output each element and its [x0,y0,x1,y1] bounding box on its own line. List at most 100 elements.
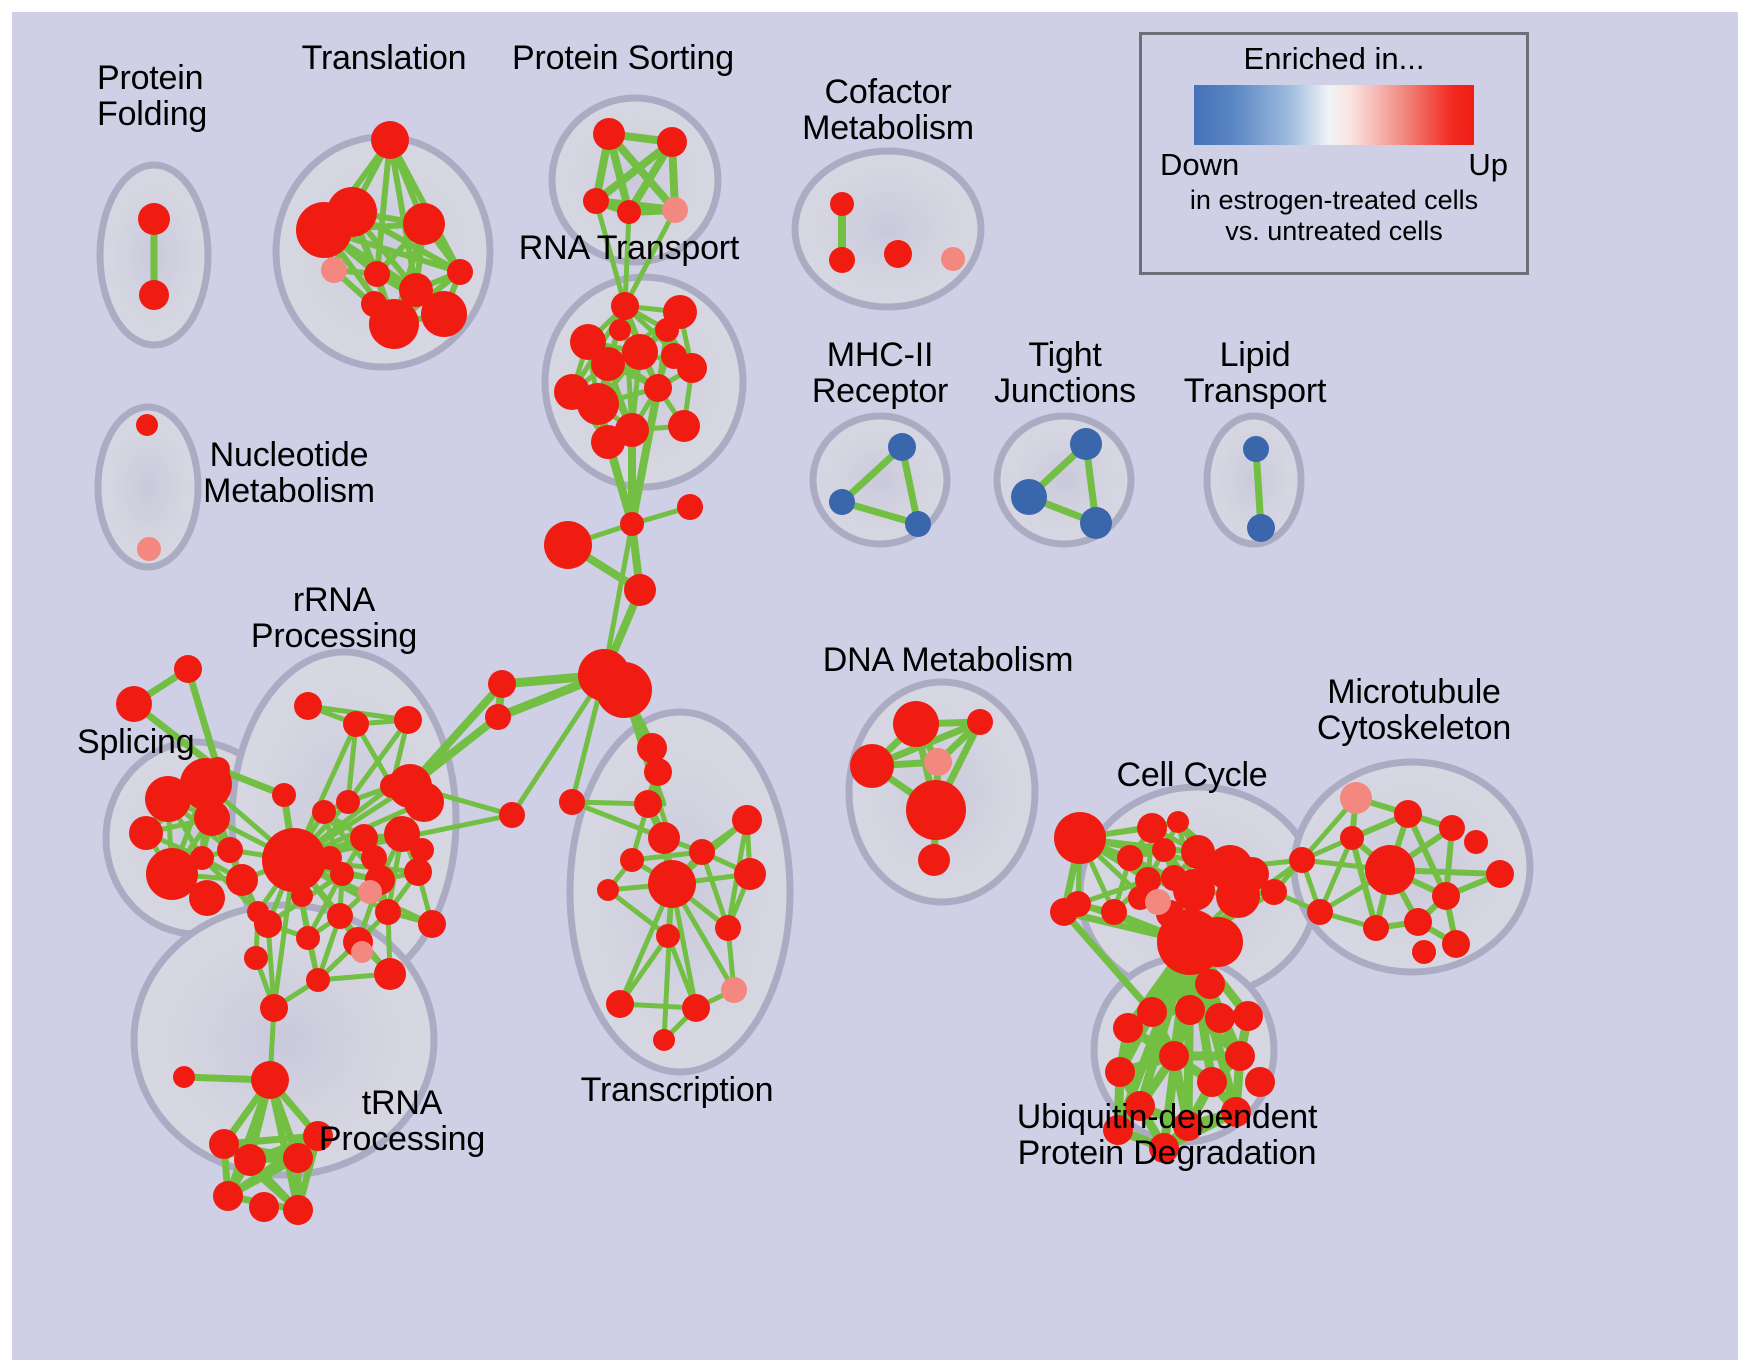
node [351,941,373,963]
network-nodes[interactable] [116,118,1514,1225]
node [656,924,680,948]
node [138,203,170,235]
legend-panel: Enriched in... Down Up in estrogen-treat… [1139,32,1529,275]
node [209,1129,239,1159]
cluster-label-mhc-ii-receptor: MHC-II Receptor [811,336,949,411]
node [906,780,966,840]
node [1439,815,1465,841]
node [689,839,715,865]
node [893,701,939,747]
node [358,880,382,904]
node [1340,782,1372,814]
cluster-label-lipid-transport: Lipid Transport [1183,336,1327,411]
node [611,292,639,320]
node [644,374,672,402]
node [375,899,401,925]
node [296,202,352,258]
node [648,860,696,908]
legend-caption: in estrogen-treated cells vs. untreated … [1152,185,1516,247]
node [1193,917,1243,967]
node [1080,507,1112,539]
node [1464,830,1488,854]
node [283,1195,313,1225]
cluster-label-cofactor-metabolism: Cofactor Metabolism [802,73,974,148]
node [226,864,258,896]
node [1394,800,1422,828]
node [596,662,652,718]
node [1225,1041,1255,1071]
node [251,1061,289,1099]
cluster-label-cell-cycle: Cell Cycle [1116,756,1268,794]
node [655,318,679,342]
node [180,758,232,810]
node [732,805,762,835]
cluster-label-transcription: Transcription [580,1071,774,1109]
cluster-label-microtubule-cytoskeleton: Microtubule Cytoskeleton [1316,673,1512,748]
node [1175,995,1205,1025]
node [661,343,687,369]
node [404,858,432,886]
node [591,347,625,381]
node [213,1181,243,1211]
node [1152,838,1176,862]
node [577,383,619,425]
node [234,1144,266,1176]
node [485,704,511,730]
node [343,711,369,737]
node [1070,428,1102,460]
node [682,994,710,1022]
node [570,324,606,360]
node [1307,899,1333,925]
node [146,848,198,900]
cluster-label-tight-junctions: Tight Junctions [994,336,1136,411]
node [620,512,644,536]
node [384,816,420,852]
node [217,837,243,863]
node [1245,1067,1275,1097]
cluster-label-trna-processing: tRNA Processing [318,1084,486,1159]
node [1137,813,1167,843]
node [306,968,330,992]
legend-high-label: Up [1468,147,1508,182]
node [1365,845,1415,895]
node [139,280,169,310]
node [1289,847,1315,873]
node [174,655,202,683]
node [648,822,680,854]
node [591,425,625,459]
node [905,511,931,537]
cluster-label-translation: Translation [301,39,467,77]
node [194,800,230,836]
node [617,200,641,224]
node [447,259,473,285]
node [734,858,766,890]
node [1235,857,1269,891]
node [262,828,326,892]
node [677,494,703,520]
legend-caption-line1: in estrogen-treated cells [1189,185,1479,215]
cluster-hull-nucleotide-metabolism [94,403,202,571]
node [137,537,161,561]
node [1167,811,1189,833]
node [173,1066,195,1088]
node [1243,436,1269,462]
node [312,800,336,824]
node [283,1143,313,1173]
node [272,783,296,807]
node [830,192,854,216]
node [361,845,387,871]
legend-endpoints: Down Up [1152,147,1516,183]
node [1261,879,1287,905]
node [296,926,320,950]
node [1442,930,1470,958]
node [620,848,644,872]
node [399,273,433,307]
node [1145,889,1171,915]
node [644,758,672,786]
node [1197,855,1223,881]
node [136,414,158,436]
node [1159,1041,1189,1071]
node [374,958,406,990]
legend-low-label: Down [1160,147,1240,182]
node [1117,845,1143,871]
